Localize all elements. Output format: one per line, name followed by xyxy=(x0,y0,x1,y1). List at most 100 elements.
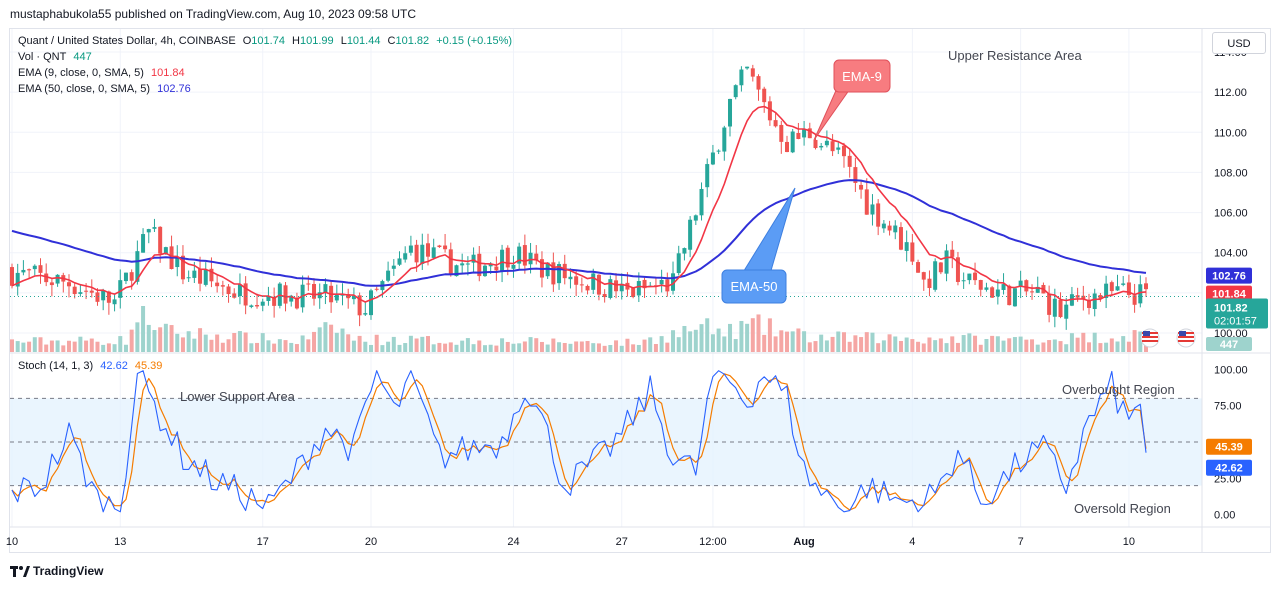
candle-body xyxy=(500,249,505,272)
candle-body xyxy=(790,131,795,153)
us-flag-icon-2[interactable] xyxy=(1176,328,1196,348)
volume-bars xyxy=(10,306,1148,352)
candle-body xyxy=(1121,283,1126,285)
volume-bar xyxy=(78,336,83,352)
candle-body xyxy=(334,294,339,301)
candle-body xyxy=(534,253,539,261)
candle-body xyxy=(836,147,841,150)
candle-body xyxy=(38,265,43,273)
candle-body xyxy=(773,120,778,127)
ema9-callout-box xyxy=(833,59,891,93)
candle-body xyxy=(830,141,835,152)
price-tick-label: 110.00 xyxy=(1214,127,1247,139)
candle-body xyxy=(802,129,807,138)
volume-bar xyxy=(494,345,499,352)
candle-body xyxy=(1047,293,1052,315)
volume-bar xyxy=(357,335,362,352)
candle-body xyxy=(1087,299,1092,308)
volume-bar xyxy=(300,335,305,352)
volume-bar xyxy=(898,340,903,352)
volume-bar xyxy=(312,331,317,352)
candle-body xyxy=(232,293,237,298)
candle-body xyxy=(631,287,636,298)
candle-body xyxy=(89,290,94,293)
low-value: 101.44 xyxy=(346,35,381,47)
ema50-legend[interactable]: EMA (50, close, 0, SMA, 5) 102.76 xyxy=(18,83,195,95)
ema9-badge: 101.84 xyxy=(1212,289,1247,301)
candle-body xyxy=(967,273,972,281)
volume-bar xyxy=(653,344,658,352)
candle-body xyxy=(682,248,687,254)
candle-body xyxy=(705,164,710,188)
volume-bar xyxy=(192,338,197,352)
candle-body xyxy=(112,299,117,305)
volume-bar xyxy=(1001,340,1006,352)
volume-label: Vol · QNT xyxy=(18,51,67,63)
ema50-callout[interactable]: EMA-50 xyxy=(721,187,796,304)
candle-body xyxy=(750,68,755,77)
volume-bar xyxy=(448,342,453,352)
ema50-label: EMA (50, close, 0, SMA, 5) xyxy=(18,83,151,95)
candle-body xyxy=(317,292,322,299)
candle-body xyxy=(391,265,396,269)
volume-bar xyxy=(636,344,641,352)
stoch-legend[interactable]: Stoch (14, 1, 3) 42.62 45.39 xyxy=(18,360,166,372)
candle-body xyxy=(226,286,231,295)
candle-body xyxy=(728,98,733,127)
stoch-d-badge: 45.39 xyxy=(1215,442,1243,454)
volume-bar xyxy=(796,328,801,352)
volume-bar xyxy=(517,343,522,352)
volume-bar xyxy=(784,331,789,352)
volume-bar xyxy=(152,330,157,352)
stoch-k-line xyxy=(11,370,1147,513)
volume-bar xyxy=(44,344,49,352)
volume-bar xyxy=(500,338,505,352)
volume-bar xyxy=(551,338,556,352)
volume-bar xyxy=(72,341,77,352)
stoch-d-value: 45.39 xyxy=(134,360,163,372)
us-flag-icon[interactable] xyxy=(1140,328,1160,348)
volume-bar xyxy=(870,332,875,352)
volume-bar xyxy=(933,340,938,352)
volume-bar xyxy=(522,341,527,352)
candle-body xyxy=(465,263,470,265)
candle-body xyxy=(306,283,311,285)
candle-body xyxy=(813,139,818,149)
ema9-legend[interactable]: EMA (9, close, 0, SMA, 5) 101.84 xyxy=(18,67,189,79)
volume-bar xyxy=(10,339,14,352)
candle-body xyxy=(249,305,254,307)
tradingview-brand: TradingView xyxy=(33,564,104,578)
candle-body xyxy=(186,277,191,279)
candle-body xyxy=(1132,295,1137,305)
open-value: 101.74 xyxy=(251,35,285,47)
overbought-label: Overbought Region xyxy=(1062,382,1175,397)
volume-bar xyxy=(841,332,846,352)
volume-bar xyxy=(340,328,345,352)
tradingview-footer[interactable]: TradingView xyxy=(10,564,103,578)
volume-bar xyxy=(568,343,573,352)
candle-body xyxy=(887,225,892,231)
time-tick-label: 27 xyxy=(616,536,628,548)
volume-bar xyxy=(403,343,408,352)
ema50-line xyxy=(11,179,1147,287)
volume-bar xyxy=(198,328,203,352)
volume-bar xyxy=(391,336,396,352)
volume-bar xyxy=(1138,331,1143,352)
currency-button[interactable]: USD xyxy=(1212,32,1266,54)
candle-body xyxy=(950,249,955,257)
volume-bar xyxy=(671,330,676,352)
volume-legend[interactable]: Vol · QNT 447 xyxy=(18,51,96,63)
candle-body xyxy=(55,274,60,284)
volume-bar xyxy=(1052,339,1057,352)
time-tick-label: 13 xyxy=(114,536,126,548)
volume-bar xyxy=(1030,339,1035,352)
candle-body xyxy=(425,243,430,257)
symbol-legend[interactable]: Quant / United States Dollar, 4h, COINBA… xyxy=(18,35,516,47)
ema50-badge-bg xyxy=(1206,267,1252,284)
candle-body xyxy=(591,273,596,290)
volume-bar xyxy=(625,338,630,352)
candle-body xyxy=(27,269,32,271)
ema9-callout[interactable]: EMA-9 xyxy=(813,59,891,141)
volume-bar xyxy=(1047,340,1052,352)
